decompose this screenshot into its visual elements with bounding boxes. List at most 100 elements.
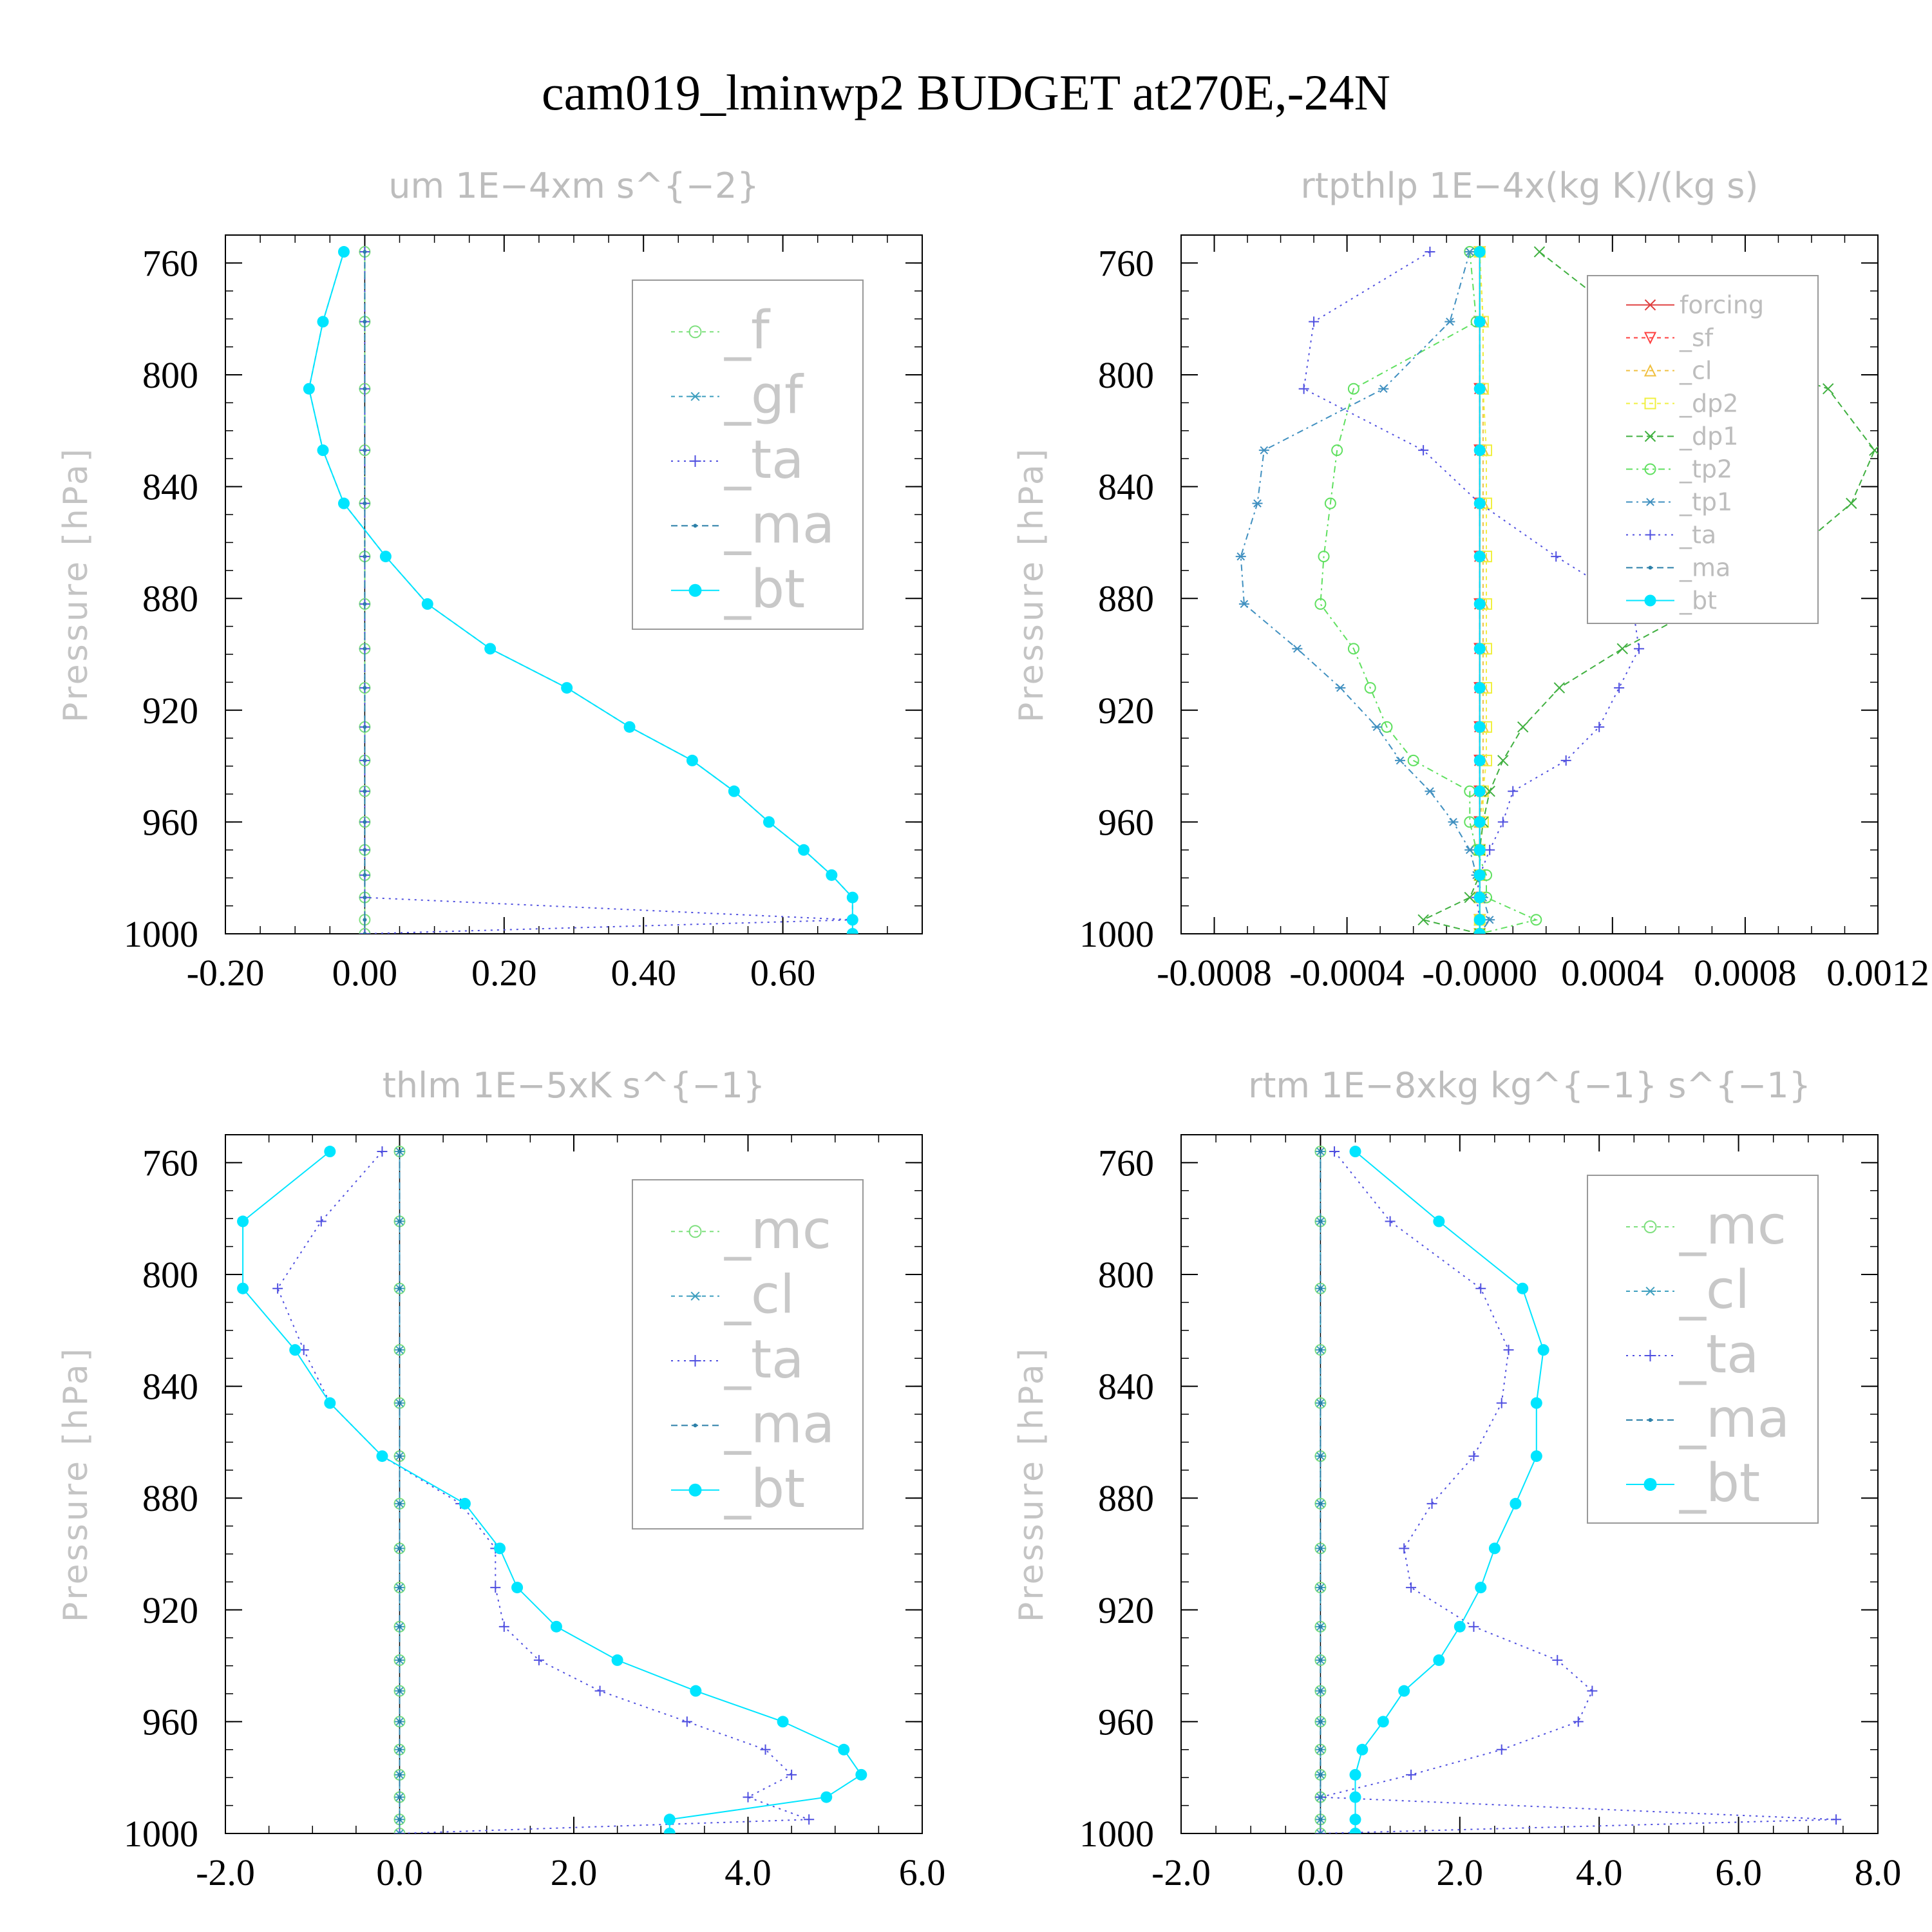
data-point (397, 1747, 402, 1752)
data-point (377, 1146, 388, 1157)
panel-title: thlm 1E−5xK s^{−1} (383, 1065, 765, 1106)
data-point (1318, 1795, 1323, 1799)
data-point (663, 1814, 676, 1826)
x-tick-label: 4.0 (724, 1852, 772, 1893)
data-point (1594, 721, 1605, 732)
data-point (1573, 1716, 1584, 1727)
data-point (1473, 754, 1486, 766)
data-point (623, 721, 636, 733)
legend-label: _bt (1679, 587, 1717, 615)
data-point (1530, 914, 1542, 926)
legend-marker (693, 1423, 697, 1428)
data-point (1475, 1582, 1487, 1594)
series-group (1235, 245, 1878, 934)
data-point (1530, 1450, 1542, 1463)
data-point (594, 1685, 605, 1696)
data-point (1488, 1542, 1501, 1555)
panel-title: um 1E−4xm s^{−2} (388, 166, 759, 206)
data-point (1869, 444, 1878, 456)
legend-label: _ta (1679, 1324, 1759, 1385)
data-point (337, 246, 350, 258)
data-point (533, 1654, 544, 1665)
y-tick-label: 800 (142, 354, 198, 396)
legend-box (1587, 1175, 1819, 1524)
data-point (550, 1620, 562, 1633)
data-point (686, 754, 698, 766)
legend-label: _ta (724, 430, 804, 491)
series-line (1354, 1151, 1544, 1833)
x-tick-label: 0.60 (750, 952, 816, 994)
legend-marker (688, 1483, 702, 1497)
data-point (760, 1744, 771, 1755)
data-point (1335, 683, 1346, 692)
data-point (1634, 643, 1645, 654)
data-point (1235, 552, 1246, 561)
data-point (1496, 1397, 1507, 1408)
data-point (1560, 755, 1571, 766)
y-axis-label: Pressure [hPa] (1012, 446, 1051, 723)
data-point (394, 1828, 405, 1833)
data-point (1329, 1146, 1340, 1157)
panel-title: rtpthlp 1E−4x(kg K)/(kg s) (1301, 166, 1759, 206)
legend: forcing _sf _cl _dp2 _dp1 _tp2 _tp1 _ta _ma _bt (1587, 275, 1819, 624)
y-tick-label: 1000 (1079, 913, 1154, 955)
x-tick-label: 6.0 (899, 1852, 946, 1893)
data-point (1468, 1621, 1479, 1632)
y-tick-label: 1000 (1079, 1813, 1154, 1855)
data-point (1395, 756, 1406, 765)
data-point (1238, 600, 1249, 609)
y-tick-label: 880 (1098, 578, 1154, 620)
data-point (363, 789, 367, 793)
legend-label: _mc (724, 1200, 831, 1261)
data-point (363, 386, 367, 391)
data-point (459, 1497, 471, 1510)
data-point (1315, 1829, 1326, 1833)
data-point (1378, 384, 1389, 393)
data-point (1484, 844, 1495, 855)
legend-marker (688, 325, 702, 339)
data-point (498, 1621, 509, 1632)
data-point (1553, 682, 1566, 694)
data-point (1473, 497, 1486, 509)
data-point (1318, 1401, 1323, 1405)
data-point (317, 316, 329, 328)
data-point (846, 914, 858, 926)
legend-marker (1644, 1286, 1656, 1296)
data-point (1614, 683, 1625, 694)
y-tick-label: 760 (1098, 242, 1154, 284)
series-line (1240, 251, 1491, 934)
data-point (397, 1546, 402, 1551)
legend-marker (688, 1225, 702, 1238)
data-point (1398, 1685, 1410, 1697)
data-point (1349, 1768, 1361, 1781)
data-point (397, 1624, 402, 1629)
data-point (798, 844, 810, 856)
data-point (1587, 1685, 1598, 1696)
y-axis-label: Pressure [hPa] (57, 446, 95, 723)
data-point (421, 598, 433, 610)
legend-label: _bt (724, 559, 805, 620)
data-point (1444, 317, 1455, 326)
data-point (376, 1450, 388, 1463)
data-point (394, 1829, 405, 1833)
data-point (363, 873, 367, 877)
data-point (1371, 723, 1382, 732)
y-tick-label: 920 (142, 1589, 198, 1631)
y-tick-label: 960 (1098, 1701, 1154, 1743)
legend-marker (1648, 1418, 1653, 1422)
series-group (1314, 1146, 1842, 1833)
data-point (820, 1791, 833, 1803)
series-line (1320, 1151, 1837, 1833)
data-point (1349, 1791, 1361, 1803)
data-point (1473, 914, 1486, 926)
data-point (359, 929, 370, 934)
data-point (379, 551, 392, 563)
x-tick-label: -2.0 (1151, 1852, 1211, 1893)
x-tick-label: -0.0004 (1289, 952, 1405, 994)
data-point (1473, 721, 1486, 733)
data-point (1503, 1345, 1514, 1356)
series-line (1320, 251, 1539, 934)
series-line (276, 1151, 810, 1833)
data-point (490, 1582, 501, 1593)
legend-label: _gf (724, 365, 804, 426)
